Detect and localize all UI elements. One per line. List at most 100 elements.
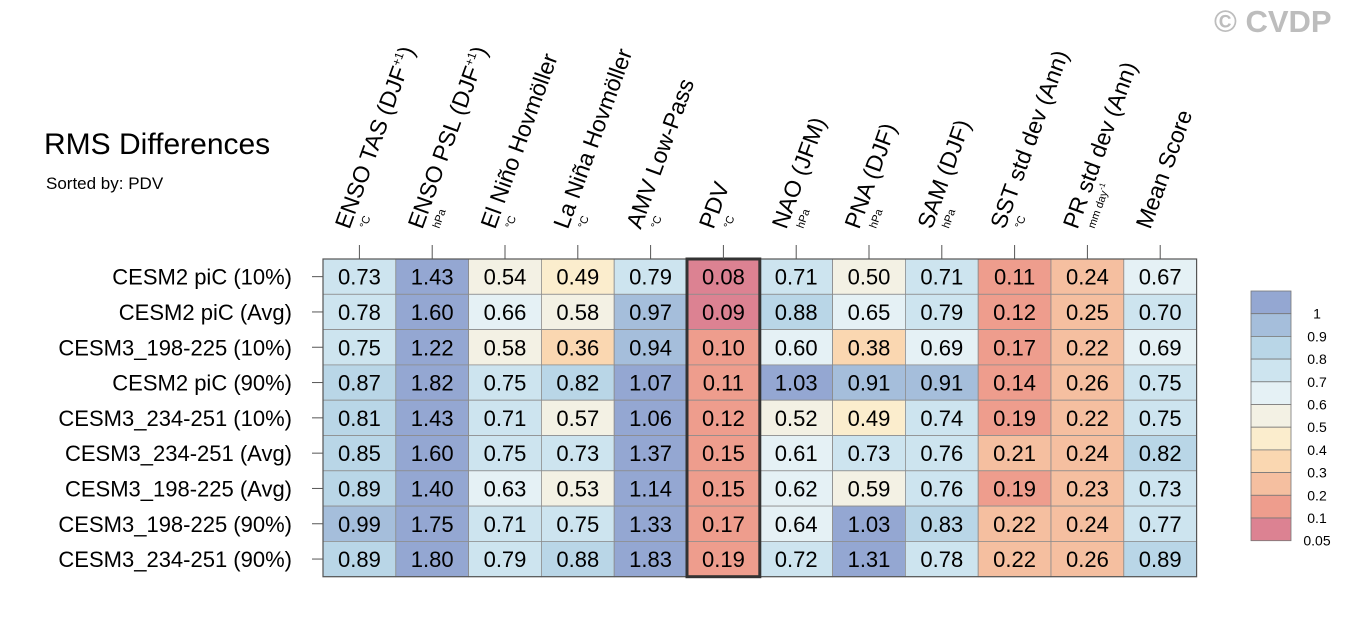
row-label: CESM3_198-225 (10%): [58, 335, 292, 360]
cell-value-label: 0.78: [920, 547, 963, 572]
cell-value-label: 0.50: [848, 265, 891, 290]
cell-value-label: 1.31: [848, 547, 891, 572]
cell-value-label: 0.23: [1066, 476, 1109, 501]
colorbar-swatch: [1250, 404, 1292, 428]
row-label: CESM3_234-251 (Avg): [65, 441, 292, 466]
colorbar-swatch: [1250, 494, 1292, 519]
cell-value-label: 0.12: [702, 406, 745, 431]
heatmap-cell: [1123, 399, 1198, 436]
heatmap-cell: [1050, 364, 1125, 401]
row-label: CESM3_234-251 (90%): [58, 547, 292, 572]
colorbar-label: 0.1: [1307, 510, 1327, 526]
heatmap-cell: [322, 293, 397, 330]
heatmap-cell: [832, 505, 906, 542]
heatmap-cell: [686, 470, 761, 507]
heatmap-cell: [686, 399, 761, 436]
cell-value-label: 0.24: [1066, 512, 1109, 537]
row-label: CESM3_198-225 (90%): [58, 512, 292, 537]
column-unit-label: °C: [358, 214, 374, 230]
heatmap-cell: [905, 470, 979, 507]
cell-value-label: 0.15: [702, 441, 745, 466]
cell-value-label: 0.24: [1066, 441, 1109, 466]
cell-value-label: 0.22: [1066, 335, 1109, 360]
heatmap-cell: [468, 364, 542, 401]
cell-value-label: 0.25: [1066, 300, 1109, 325]
cell-value-label: 0.76: [920, 441, 963, 466]
cell-value-label: 1.06: [629, 406, 672, 431]
heatmap-cell: [322, 329, 397, 366]
heatmap-cell: [541, 399, 615, 436]
heatmap-cell: [322, 541, 397, 578]
cell-value-label: 0.22: [993, 512, 1036, 537]
heatmap-cell: [1123, 329, 1198, 366]
colorbar-swatch: [1250, 426, 1292, 451]
cell-value-label: 0.11: [994, 265, 1035, 290]
heatmap-cell: [977, 541, 1052, 578]
chart-subtitle: Sorted by: PDV: [46, 174, 164, 193]
heatmap-cell: [322, 435, 397, 472]
cell-value-label: 0.81: [338, 406, 381, 431]
cell-value-label: 0.73: [1139, 476, 1182, 501]
cell-value-label: 0.61: [775, 441, 818, 466]
heatmap-cell: [1050, 505, 1125, 542]
cell-value-label: 0.89: [338, 476, 381, 501]
cell-value-label: 0.91: [848, 371, 891, 396]
cell-value-label: 0.71: [920, 265, 963, 290]
cell-value-label: 0.17: [702, 512, 745, 537]
column-unit-label: °C: [504, 214, 520, 230]
row-label: CESM3_234-251 (10%): [58, 406, 292, 431]
cell-value-label: 0.08: [702, 265, 745, 290]
heatmap-cell: [977, 505, 1052, 542]
cell-value-label: 0.17: [993, 335, 1036, 360]
cell-value-label: 0.67: [1139, 265, 1182, 290]
cell-value-label: 0.79: [484, 547, 527, 572]
column-label: SST std dev (Ann): [985, 47, 1074, 232]
heatmap-cell: [541, 505, 615, 542]
cell-value-label: 0.89: [338, 547, 381, 572]
cell-value-label: 0.54: [484, 265, 527, 290]
cell-value-label: 0.73: [556, 441, 599, 466]
heatmap-cell: [977, 329, 1052, 366]
cell-value-label: 1.37: [629, 441, 672, 466]
cell-value-label: 0.88: [775, 300, 818, 325]
column-label: ENSO TAS (DJF+1): [330, 43, 420, 232]
heatmap-cell: [905, 505, 979, 542]
colorbar-label: 0.2: [1307, 487, 1327, 503]
heatmap-cell: [1050, 470, 1125, 507]
row-label: CESM2 piC (90%): [112, 371, 292, 396]
cell-value-label: 0.09: [702, 300, 745, 325]
heatmap-cell: [395, 435, 469, 472]
cell-value-label: 1.33: [629, 512, 672, 537]
colorbar-swatch: [1250, 335, 1292, 360]
heatmap-cell: [613, 293, 688, 330]
heatmap-cell: [832, 541, 906, 578]
cell-value-label: 0.38: [848, 335, 891, 360]
column-unit-label: °C: [1013, 214, 1029, 230]
cell-value-label: 1.43: [411, 406, 454, 431]
cell-value-label: 0.15: [702, 476, 745, 501]
heatmap-cell: [541, 470, 615, 507]
cell-value-label: 0.19: [993, 476, 1036, 501]
cell-value-label: 0.91: [920, 371, 963, 396]
heatmap-cell: [686, 364, 761, 401]
heatmap-cell: [395, 470, 469, 507]
cell-value-label: 1.82: [411, 371, 454, 396]
colorbar-label: 1: [1313, 306, 1321, 322]
cell-value-label: 0.24: [1066, 265, 1109, 290]
row-label: CESM2 piC (Avg): [119, 300, 292, 325]
cell-value-label: 0.75: [556, 512, 599, 537]
cell-value-label: 0.75: [484, 441, 527, 466]
cell-value-label: 1.60: [411, 441, 454, 466]
cell-value-label: 0.70: [1139, 300, 1182, 325]
heatmap-cell: [541, 329, 615, 366]
cell-value-label: 0.94: [629, 335, 672, 360]
cell-value-label: 0.85: [338, 441, 381, 466]
heatmap-cell: [468, 541, 542, 578]
cell-value-label: 0.26: [1066, 371, 1109, 396]
column-label: AMV Low-Pass: [621, 75, 699, 232]
heatmap-cell: [613, 399, 688, 436]
heatmap-cell: [977, 435, 1052, 472]
column-label: Mean Score: [1130, 106, 1197, 231]
cell-value-label: 0.22: [1066, 406, 1109, 431]
